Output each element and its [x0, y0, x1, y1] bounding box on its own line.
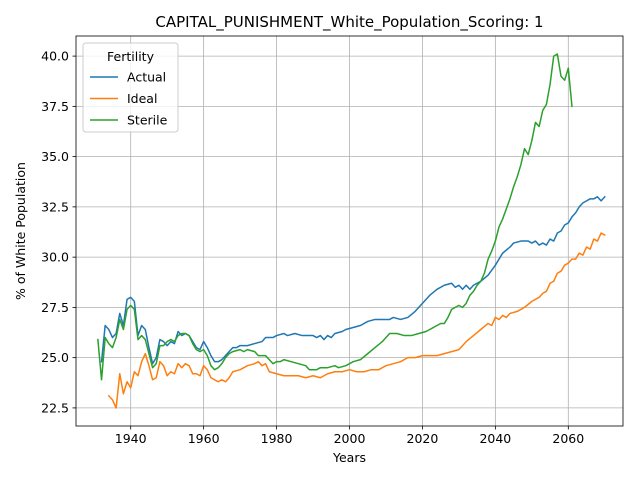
- y-axis-label: % of White Population: [13, 162, 28, 300]
- x-axis-label: Years: [332, 450, 366, 465]
- y-tick-label: 35.0: [41, 149, 69, 164]
- y-tick-label: 25.0: [41, 350, 69, 365]
- y-tick-label: 30.0: [41, 250, 69, 265]
- y-tick-label: 27.5: [41, 300, 69, 315]
- legend-title: Fertility: [107, 49, 155, 64]
- legend-label-actual: Actual: [127, 70, 166, 85]
- x-tick-label: 2040: [479, 431, 511, 446]
- legend-label-sterile: Sterile: [127, 113, 168, 128]
- y-tick-label: 22.5: [41, 400, 69, 415]
- legend-label-ideal: Ideal: [127, 91, 157, 106]
- x-tick-label: 1940: [115, 431, 147, 446]
- x-tick-label: 2000: [334, 431, 366, 446]
- x-tick-label: 1980: [261, 431, 293, 446]
- x-tick-label: 2020: [407, 431, 439, 446]
- x-tick-label: 2060: [552, 431, 584, 446]
- y-tick-label: 40.0: [41, 49, 69, 64]
- chart-title: CAPITAL_PUNISHMENT_White_Population_Scor…: [155, 13, 543, 32]
- legend: Fertility Actual Ideal Sterile: [83, 43, 178, 132]
- x-tick-label: 1960: [188, 431, 220, 446]
- y-tick-label: 32.5: [41, 199, 69, 214]
- y-tick-label: 37.5: [41, 99, 69, 114]
